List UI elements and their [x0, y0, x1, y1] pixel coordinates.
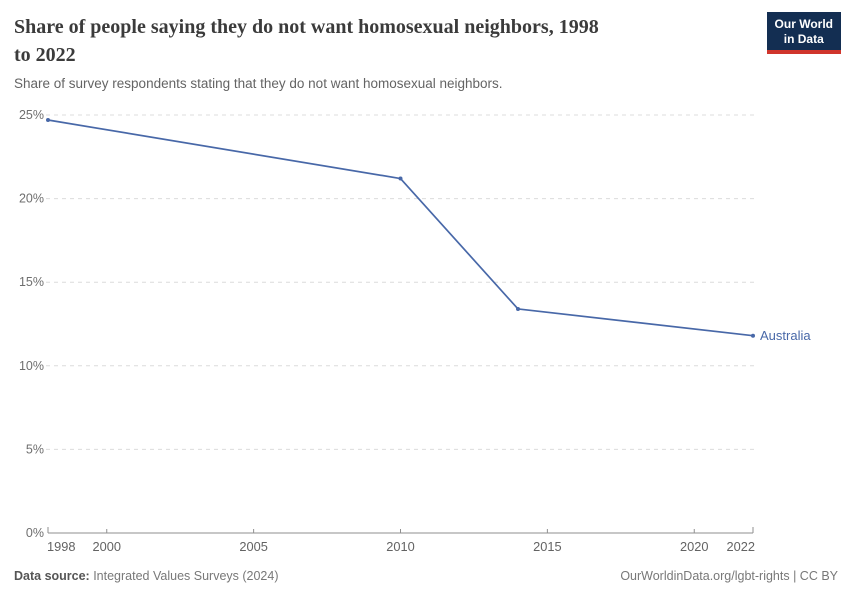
data-point[interactable] [516, 306, 520, 311]
rights-link[interactable]: OurWorldinData.org/lgbt-rights | CC BY [620, 569, 838, 583]
x-tick-label: 2000 [93, 539, 121, 554]
owid-logo-line2: in Data [783, 32, 824, 46]
y-tick-label: 0% [26, 526, 44, 540]
data-source-note: Data source: Integrated Values Surveys (… [14, 569, 279, 583]
data-point[interactable] [46, 118, 50, 123]
x-tick-label: 1998 [47, 539, 75, 554]
y-tick-label: 25% [19, 108, 44, 122]
x-tick-label: 2015 [533, 539, 561, 554]
owid-logo[interactable]: Our World in Data [766, 12, 841, 54]
y-tick-label: 15% [19, 275, 44, 289]
x-tick-label: 2022 [727, 539, 755, 554]
data-point[interactable] [398, 176, 403, 181]
y-tick-label: 10% [19, 359, 44, 373]
owid-logo-line1: Our World [774, 17, 833, 31]
x-tick-label: 2010 [386, 539, 414, 554]
y-tick-label: 20% [19, 192, 44, 206]
series-line-australia[interactable] [47, 119, 754, 337]
x-tick-label: 2020 [680, 539, 708, 554]
page-title: Share of people saying they do not want … [14, 13, 754, 69]
data-source-label: Data source: [14, 569, 90, 583]
data-point[interactable] [751, 333, 755, 338]
x-tick-label: 2005 [239, 539, 267, 554]
chart-subtitle: Share of survey respondents stating that… [14, 76, 503, 91]
data-source-value: Integrated Values Surveys (2024) [89, 569, 279, 583]
page-title-line1: Share of people saying they do not want … [14, 16, 599, 38]
page-title-line2: to 2022 [14, 44, 76, 66]
y-tick-label: 5% [26, 442, 44, 456]
series-label-australia[interactable]: Australia [760, 328, 811, 343]
